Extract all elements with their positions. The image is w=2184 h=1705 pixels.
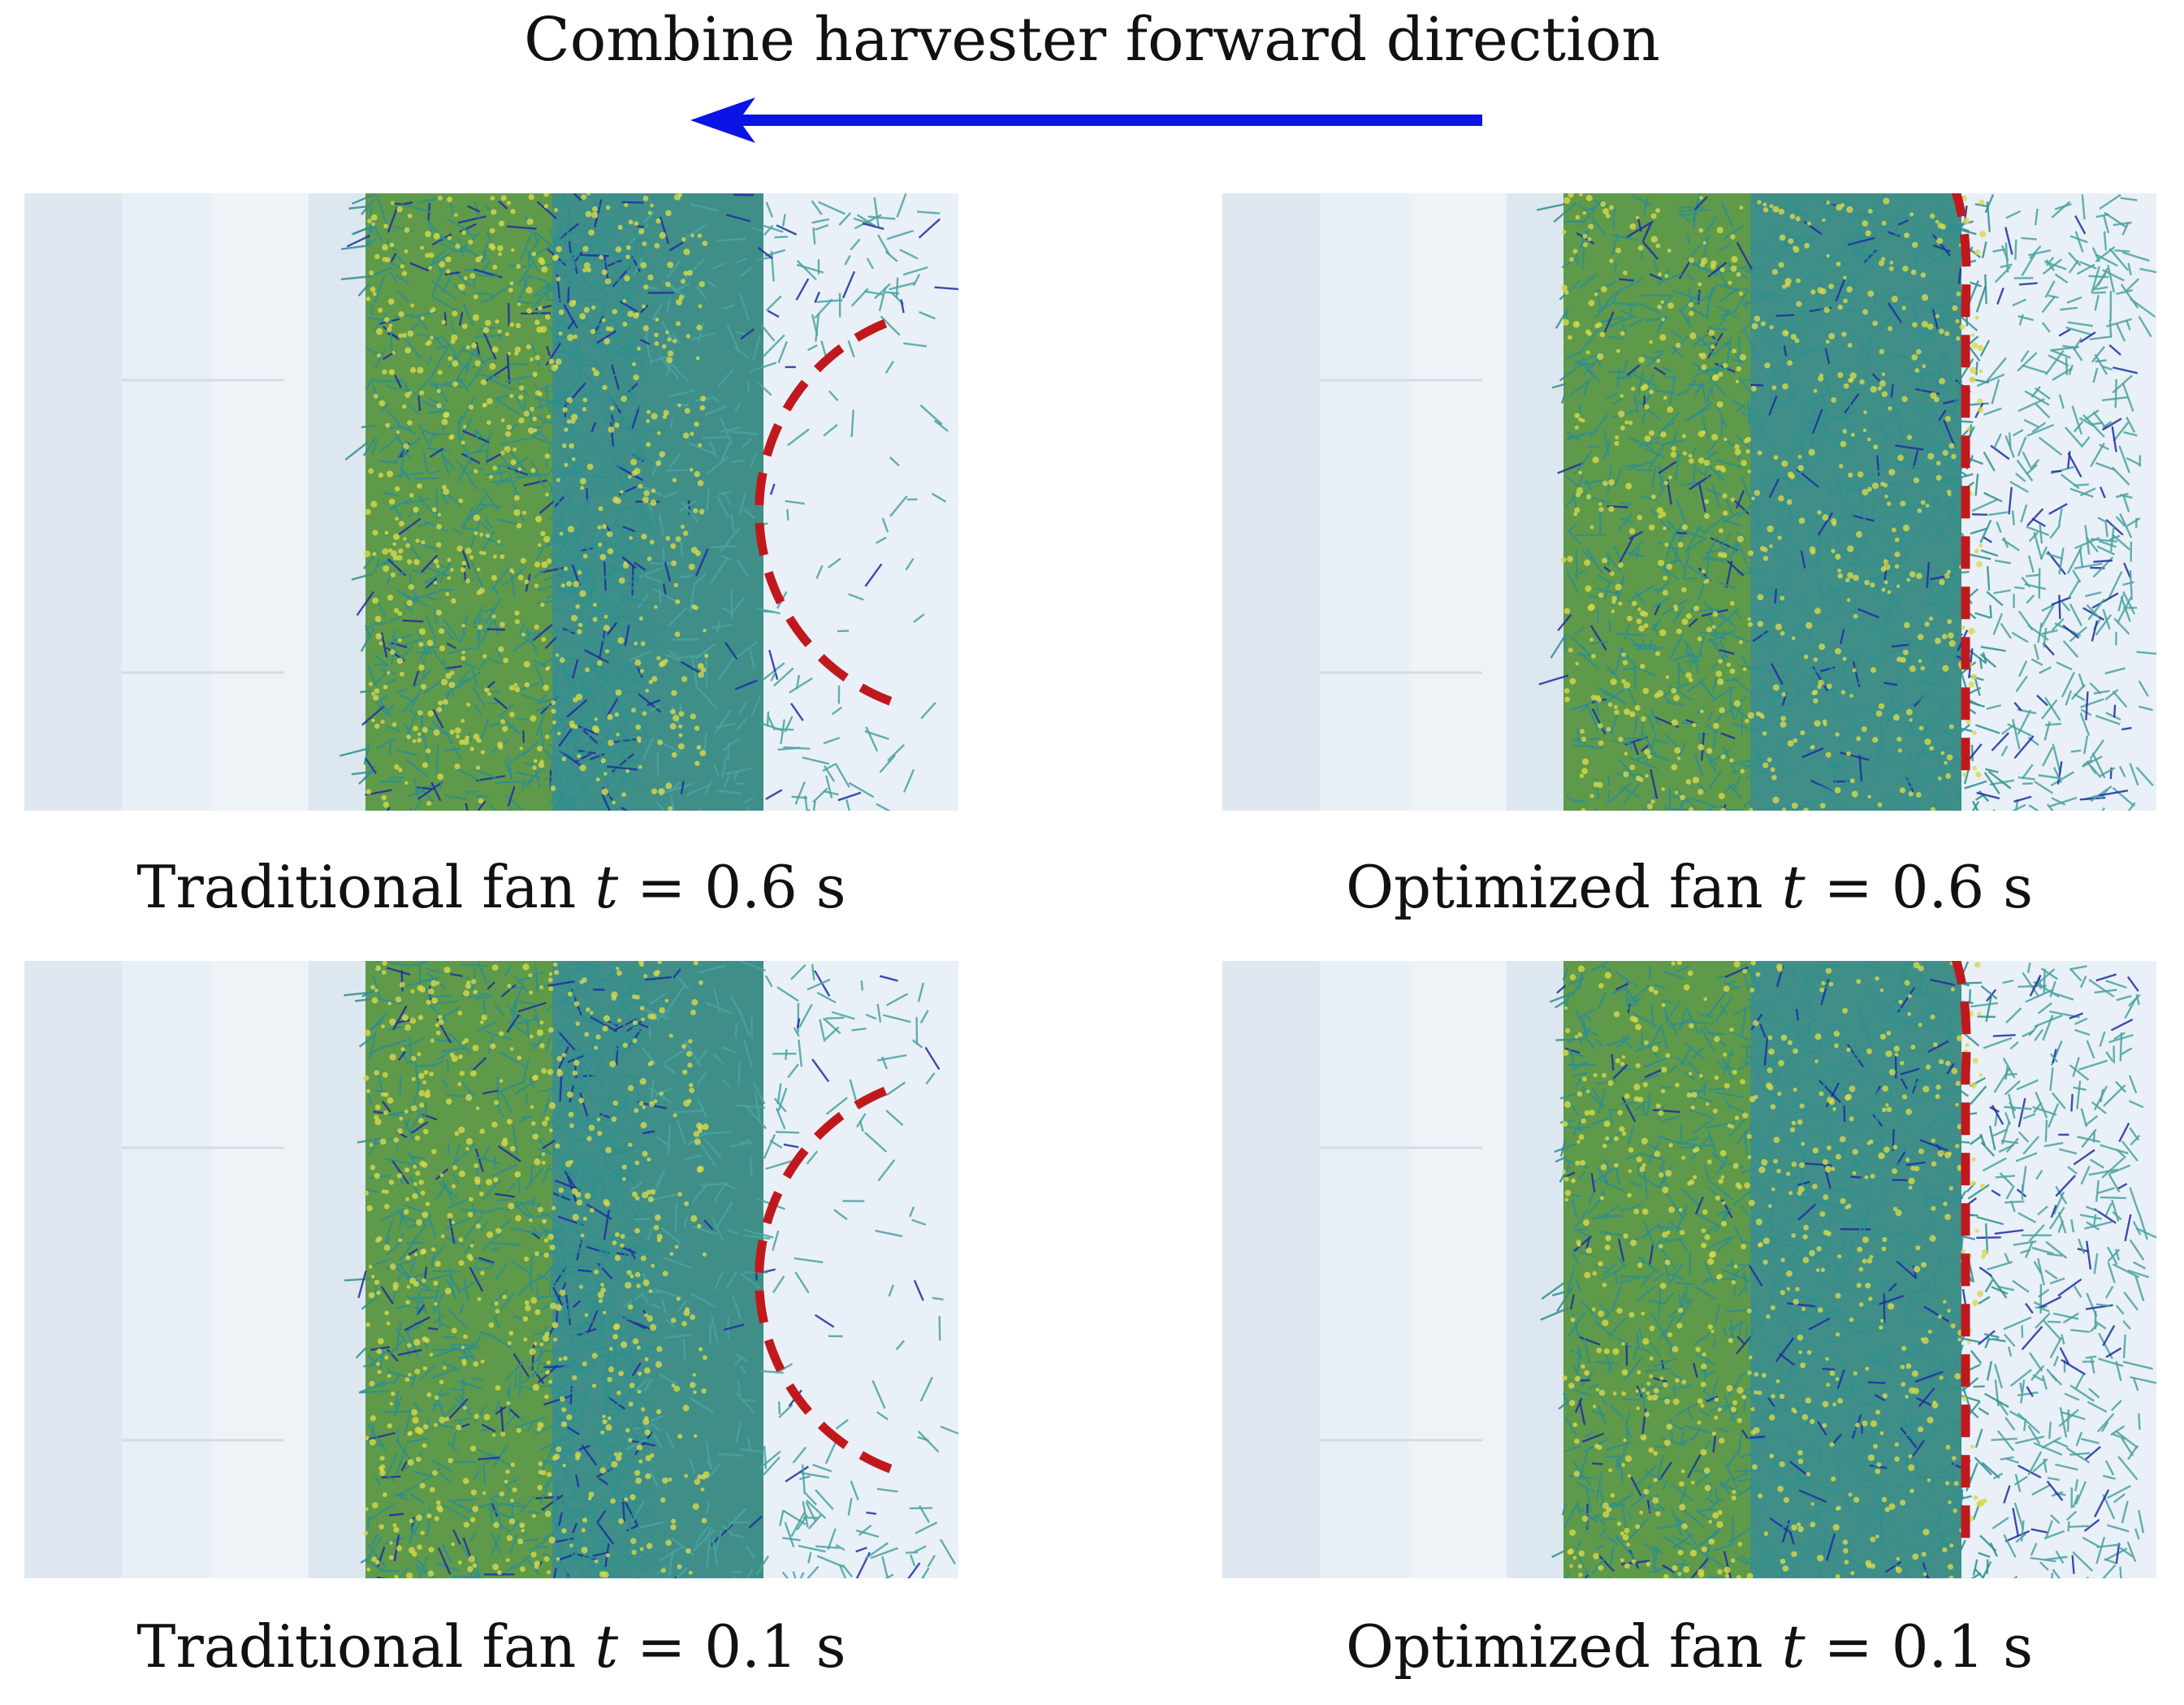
boundary-line [1951, 961, 1971, 1546]
straw-particles [344, 961, 958, 1578]
caption-variable: t [595, 1612, 619, 1681]
boundary-semicircle [755, 318, 903, 710]
caption-variable: t [1781, 853, 1806, 921]
panel-traditional-0-6 [24, 193, 958, 811]
caption-equals: = [1805, 1612, 1892, 1681]
caption-time: 0.6 s [1891, 853, 2034, 921]
caption-variable: t [1781, 1612, 1806, 1681]
caption-label: Optimized fan [1345, 1612, 1763, 1681]
caption-label: Traditional fan [136, 853, 577, 921]
arrow-head [690, 97, 755, 143]
panel-traditional-0-1 [24, 961, 958, 1578]
caption-time: 0.1 s [704, 1612, 846, 1681]
grain-particles [363, 961, 710, 1578]
caption-time: 0.1 s [1891, 1612, 2034, 1681]
caption-label: Traditional fan [136, 1612, 577, 1681]
simulation-image-optimized-0-1 [1222, 961, 2156, 1578]
panel-optimized-0-6 [1222, 193, 2156, 811]
caption-variable: t [595, 853, 619, 921]
boundary-semicircle [755, 1086, 903, 1478]
figure-title: Combine harvester forward direction [524, 5, 1660, 75]
caption-traditional-0-1: Traditional fan t = 0.1 s [24, 1612, 958, 1681]
caption-optimized-0-1: Optimized fan t = 0.1 s [1222, 1612, 2156, 1681]
panel-optimized-0-1 [1222, 961, 2156, 1578]
grain-particles [1560, 193, 1987, 811]
grain-particles [363, 193, 709, 811]
caption-equals: = [618, 853, 705, 921]
caption-optimized-0-6: Optimized fan t = 0.6 s [1222, 853, 2156, 921]
caption-traditional-0-6: Traditional fan t = 0.6 s [24, 853, 958, 921]
forward-direction-arrow-icon [690, 97, 1482, 143]
simulation-image-optimized-0-6 [1222, 193, 2156, 811]
grain-particles [1562, 961, 1988, 1578]
straw-particles [1540, 961, 2156, 1578]
simulation-image-traditional-0-1 [24, 961, 958, 1578]
caption-equals: = [1805, 853, 1892, 921]
simulation-image-traditional-0-6 [24, 193, 958, 811]
caption-time: 0.6 s [704, 853, 846, 921]
caption-equals: = [618, 1612, 705, 1681]
boundary-line [1951, 193, 1971, 778]
straw-particles [339, 193, 958, 811]
caption-label: Optimized fan [1345, 853, 1763, 921]
